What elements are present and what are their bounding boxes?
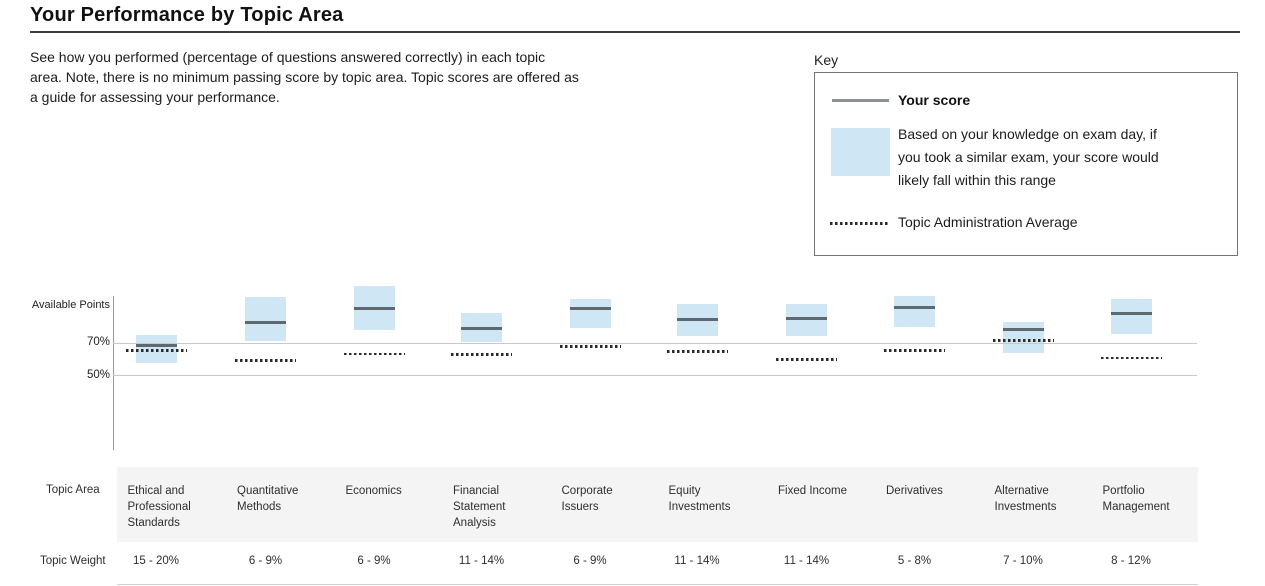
topic-average-line [992,339,1054,342]
your-score-line [353,306,395,310]
key-your-score-label: Your score [898,92,971,108]
topic-label: Ethical and Professional Standards [127,485,191,529]
topic-average-line [666,350,728,353]
topic-average-line [559,345,621,348]
intro-text: See how you performed (percentage of que… [30,49,579,105]
topic-label: Corporate Issuers [561,485,613,513]
y-axis-label: Available Points [31,299,110,311]
bottom-divider [117,584,1198,585]
topic-weight: 6 - 9% [248,555,283,567]
topic-label: Equity Investments [668,485,731,513]
topic-area-header: Topic Area [46,484,100,496]
score-range-box [894,296,935,328]
y-axis-line [113,296,114,450]
topic-weight: 6 - 9% [573,555,607,567]
your-score-line [569,306,611,310]
key-range-text: Based on your knowledge on exam day, if … [898,126,1159,188]
key-your-score-swatch [832,99,889,102]
key-range-swatch [831,128,890,176]
topic-label: Portfolio Management [1102,485,1170,513]
topic-average-line [1100,356,1162,360]
topic-label: Financial Statement Analysis [453,485,506,529]
your-score-line [894,306,935,309]
key-average-label: Topic Administration Average [898,214,1078,230]
topic-average-line [884,349,945,352]
score-range-box [245,297,286,342]
your-score-line [676,318,718,321]
topic-weight: 11 - 14% [674,555,720,567]
your-score-line [1002,328,1044,332]
page-title: Your Performance by Topic Area [30,4,344,26]
topic-weight: 7 - 10% [1003,555,1043,567]
title-underline [30,31,1240,33]
your-score-line [135,344,177,348]
topic-label: Derivatives [886,485,943,497]
score-range-box [1002,321,1044,354]
topic-weight-header: Topic Weight [40,555,106,567]
your-score-line [245,321,286,325]
topic-weight: 5 - 8% [897,555,932,567]
topic-weight: 15 - 20% [132,555,180,567]
topic-average-line [451,353,512,356]
topic-label: Fixed Income [778,485,848,497]
your-score-line [461,326,502,330]
your-score-line [1110,312,1152,316]
topic-weight: 8 - 12% [1111,555,1151,567]
score-range-box [135,334,177,363]
topic-label: Economics [345,485,402,497]
score-range-box [786,304,827,337]
score-range-box [569,298,611,329]
topic-label: Quantitative Methods [237,485,299,513]
topic-average-line [776,358,837,361]
topic-area-band [117,467,1198,542]
topic-label: Alternative Investments [994,485,1057,513]
gridline-70 [113,343,1197,344]
topic-weight: 6 - 9% [357,555,391,567]
topic-average-line [235,359,296,362]
topic-weight: 11 - 14% [458,555,505,567]
topic-average-line [125,349,187,352]
topic-weight: 11 - 14% [783,555,830,567]
key-box: Your score Based on your knowledge on ex… [814,72,1238,256]
score-range-box [1110,298,1152,334]
key-average-swatch [830,222,890,225]
gridline-50 [113,375,1197,376]
key-title: Key [814,52,839,68]
tick-70: 70% [86,336,110,348]
topic-average-line [343,352,405,356]
tick-50: 50% [86,369,110,381]
your-score-line [786,317,827,321]
